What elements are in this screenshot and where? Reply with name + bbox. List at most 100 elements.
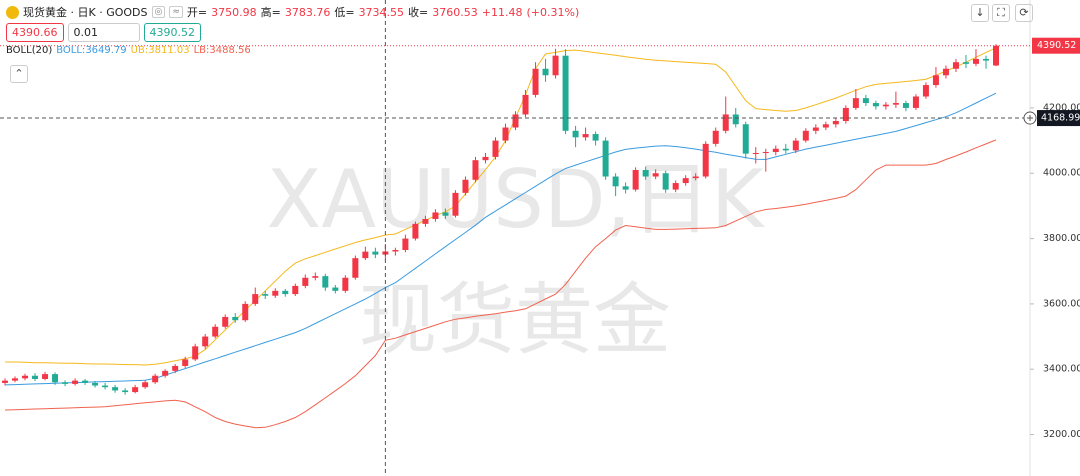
y-tick-label: 4000.00 (1043, 168, 1080, 179)
candle-body (52, 374, 59, 383)
candle-body (62, 382, 69, 384)
eye-icon[interactable]: ◎ (151, 6, 166, 18)
low-value: 3734.55 (358, 5, 405, 19)
candle-body (852, 98, 859, 108)
candle-body (92, 382, 99, 386)
candle-body (42, 374, 49, 380)
watermark-symbol: XAUUSD,日K (267, 153, 766, 246)
y-tick-label: 3800.00 (1043, 233, 1080, 244)
ub-label: UB: (130, 45, 149, 56)
download-button[interactable]: ↓ (971, 4, 989, 22)
candle-body (272, 290, 279, 296)
refresh-button[interactable]: ⟳ (1015, 4, 1033, 22)
candle-body (762, 152, 769, 154)
spread-box: 0.01 (67, 23, 140, 42)
candle-body (582, 134, 589, 138)
lb-legend: LB:3488.56 (194, 45, 251, 56)
band-line (5, 47, 997, 366)
boll-value: 3649.79 (85, 45, 127, 56)
candle-body (912, 96, 919, 108)
candle-body (372, 251, 379, 255)
candle-body (712, 130, 719, 144)
high-value: 3783.76 (284, 5, 331, 19)
candle-body (252, 294, 259, 304)
candle-body (972, 58, 979, 64)
candle-body (512, 114, 519, 128)
candle-body (993, 45, 999, 66)
crosshair-price-tag (1037, 110, 1080, 127)
candle-body (632, 169, 639, 190)
candle-body (182, 359, 189, 366)
candle-body (422, 218, 429, 224)
fullscreen-button[interactable]: ⛶ (992, 4, 1010, 22)
candle-body (132, 387, 139, 393)
ub-value: 3811.03 (148, 45, 190, 56)
candle-body (692, 176, 699, 179)
wave-icon[interactable]: ≈ (169, 6, 183, 18)
candle-body (332, 287, 339, 291)
candle-body (82, 380, 89, 383)
candle-body (822, 124, 829, 128)
candle-body (72, 380, 79, 384)
y-tick-label: 3400.00 (1043, 364, 1080, 375)
candle-body (242, 303, 249, 321)
candle-body (302, 277, 309, 286)
y-tick-label: 3200.00 (1043, 429, 1080, 440)
collapse-button[interactable]: ⌃ (10, 65, 28, 83)
candle-body (902, 103, 909, 108)
candle-body (342, 277, 349, 291)
candle-body (442, 212, 449, 216)
candle-body (602, 140, 609, 177)
open-label: 开= (186, 6, 208, 19)
low-label: 低= (334, 6, 355, 19)
candle-body (532, 68, 539, 95)
candle-body (652, 173, 659, 177)
candle-body (312, 276, 319, 278)
candle-body (462, 179, 469, 193)
candle-body (142, 382, 149, 388)
y-tick-label: 4200.00 (1043, 102, 1080, 113)
candle-body (782, 148, 789, 151)
candle-body (292, 285, 299, 295)
candle-body (892, 103, 899, 105)
candle-body (722, 114, 729, 131)
quote-row: 4390.66 0.01 4390.52 (6, 23, 201, 42)
candle-body (122, 390, 129, 393)
ask-box[interactable]: 4390.52 (143, 23, 201, 42)
watermark-name: 现货黄金 (359, 275, 671, 365)
candle-body (32, 375, 39, 380)
candle-body (982, 58, 989, 61)
candle-body (192, 346, 199, 360)
candle-body (932, 75, 939, 86)
candle-body (832, 120, 839, 125)
candle-body (432, 212, 439, 219)
candle-body (752, 153, 759, 155)
candle-body (622, 186, 629, 190)
candle-body (942, 68, 949, 76)
candle-body (592, 134, 599, 141)
candle-body (402, 238, 409, 250)
candle-body (502, 127, 509, 141)
candle-body (662, 173, 669, 190)
candle-body (2, 380, 8, 383)
candle-body (952, 62, 959, 69)
candle-body (112, 387, 119, 391)
candle-body (872, 103, 879, 107)
candle-body (452, 192, 459, 216)
candle-body (862, 98, 869, 104)
symbol-title: 现货黄金 · 日K · GOODS (23, 6, 148, 19)
candle-body (392, 249, 399, 252)
candle-body (572, 130, 579, 138)
bid-box[interactable]: 4390.66 (6, 23, 64, 42)
candle-body (222, 316, 229, 327)
last-price-label: 4390.52 (1037, 40, 1076, 51)
candle-body (772, 148, 779, 153)
crosshair-plus-sign (1027, 115, 1033, 122)
candle-body (12, 378, 19, 381)
candle-body (962, 62, 969, 64)
close-label: 收= (408, 6, 429, 19)
boll-legend: BOLL:3649.79 (56, 45, 126, 56)
indicator-row: BOLL(20) BOLL:3649.79 UB:3811.03 LB:3488… (6, 45, 251, 56)
symbol-icon (6, 5, 19, 19)
